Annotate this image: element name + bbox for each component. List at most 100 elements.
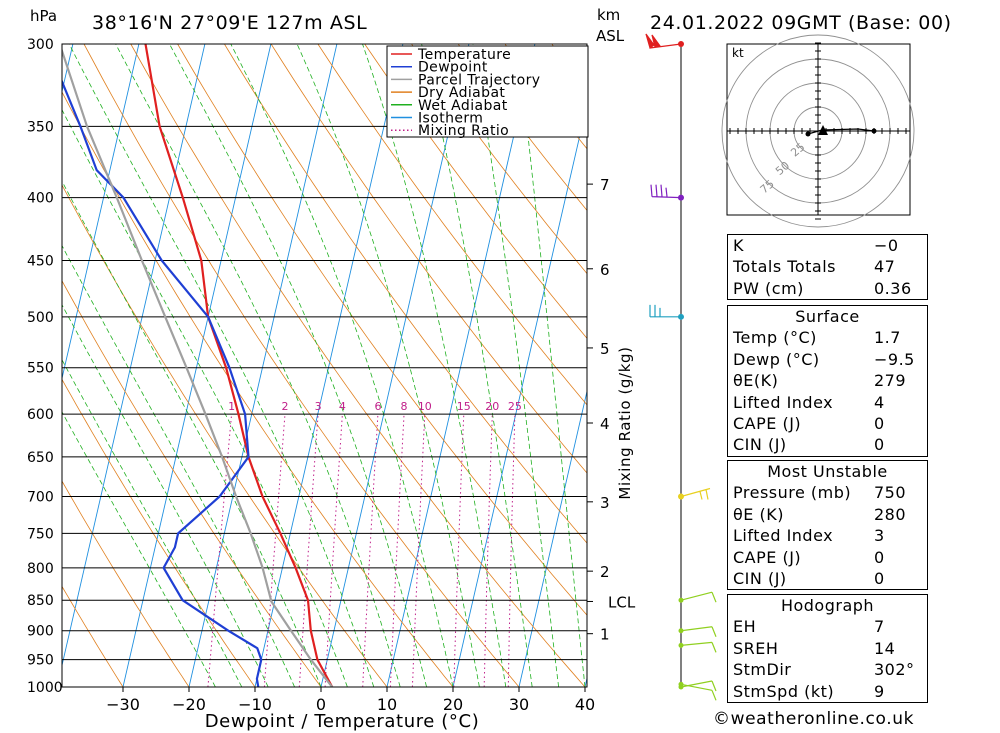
km-tick-label: 3 bbox=[600, 494, 610, 512]
series-line-parcel-trajectory bbox=[62, 47, 334, 687]
profile-lines bbox=[62, 44, 334, 687]
wind-profile bbox=[645, 33, 717, 701]
isotherm-line bbox=[0, 44, 7, 687]
wet-adiabat-line bbox=[68, 44, 375, 687]
km-tick-label: 5 bbox=[600, 340, 610, 358]
hodograph-ring bbox=[721, 34, 915, 228]
mixing-ratio-line bbox=[411, 414, 426, 687]
hodograph-row: StmSpd (kt) 9 bbox=[728, 681, 927, 702]
wind-barb bbox=[680, 680, 717, 692]
wet-adiabat-line bbox=[517, 44, 586, 687]
surface-row: CAPE (J) 0 bbox=[728, 413, 927, 434]
pressure-tick-label: 700 bbox=[27, 490, 54, 506]
wind-barb bbox=[680, 626, 717, 637]
hodograph-label: StmDir bbox=[733, 660, 792, 680]
pressure-tick-label: 400 bbox=[27, 191, 54, 207]
legend-entry: Mixing Ratio bbox=[418, 123, 509, 139]
location-title: 38°16'N 27°09'E 127m ASL bbox=[92, 12, 367, 34]
wet-adiabat-line bbox=[169, 44, 427, 687]
pressure-tick-label: 800 bbox=[27, 561, 54, 577]
most-unstable-value: 0 bbox=[874, 547, 885, 567]
axis-labels: 3003504004505005506006507007508008509009… bbox=[27, 37, 595, 714]
hodograph-label: StmSpd (kt) bbox=[733, 681, 835, 701]
wet-adiabat-line bbox=[230, 44, 454, 687]
wet-adiabat-line bbox=[362, 44, 507, 687]
wind-barb bbox=[645, 33, 682, 50]
series-line-temperature bbox=[144, 44, 334, 687]
mixing-ratio-axis-label: Mixing Ratio (g/kg) bbox=[616, 346, 634, 499]
hodograph-row: EH 7 bbox=[728, 616, 927, 637]
surface-title: Surface bbox=[795, 307, 860, 326]
asl-label: ASL bbox=[596, 27, 625, 45]
most-unstable-label: Pressure (mb) bbox=[733, 483, 852, 503]
pressure-tick-label: 750 bbox=[27, 526, 54, 542]
most-unstable-value: 750 bbox=[874, 483, 907, 503]
mixing-ratio-label: 25 bbox=[508, 400, 522, 413]
wind-barb bbox=[650, 184, 682, 199]
pressure-tick-label: 650 bbox=[27, 450, 54, 466]
surface-label: Dewp (°C) bbox=[733, 349, 820, 369]
surface-label: CIN (J) bbox=[733, 435, 787, 455]
mixing-ratio-label: 10 bbox=[418, 400, 432, 413]
surface-label: Temp (°C) bbox=[733, 328, 817, 348]
surface-label: θE(K) bbox=[733, 371, 779, 391]
x-tick-label: 40 bbox=[575, 695, 595, 714]
index-value: 0.36 bbox=[874, 278, 912, 298]
dry-adiabat-line bbox=[364, 44, 587, 340]
datetime-title: 24.01.2022 09GMT (Base: 00) bbox=[650, 12, 952, 34]
hodograph-value: 7 bbox=[874, 617, 885, 637]
km-tick-label: 7 bbox=[600, 176, 610, 194]
surface-label: Lifted Index bbox=[733, 392, 834, 412]
most-unstable-label: CAPE (J) bbox=[733, 547, 802, 567]
mixing-ratio-label: 3 bbox=[315, 400, 322, 413]
isotherm-line bbox=[122, 44, 272, 687]
index-row: PW (cm) 0.36 bbox=[728, 278, 927, 299]
hodograph-title: Hodograph bbox=[780, 596, 875, 615]
isotherm-line bbox=[62, 44, 206, 668]
series-line-dewpoint bbox=[62, 78, 263, 687]
surface-row: Lifted Index 4 bbox=[728, 392, 927, 413]
isotherm-line bbox=[62, 44, 140, 381]
surface-value: 0 bbox=[874, 413, 885, 433]
plot-frame bbox=[61, 43, 588, 688]
x-tick-label: 20 bbox=[443, 695, 463, 714]
most-unstable-title: Most Unstable bbox=[767, 462, 888, 481]
hodograph-units-label: kt bbox=[732, 46, 744, 60]
km-tick-label: 1 bbox=[600, 626, 610, 644]
wet-adiabat-line bbox=[421, 44, 533, 687]
surface-value: 0 bbox=[874, 435, 885, 455]
mixing-ratio-label: 6 bbox=[374, 400, 381, 413]
surface-label: CAPE (J) bbox=[733, 413, 802, 433]
km-tick-label: 6 bbox=[600, 261, 610, 279]
most-unstable-row: CAPE (J) 0 bbox=[728, 547, 927, 568]
index-row: Totals Totals 47 bbox=[728, 256, 927, 277]
pressure-tick-label: 950 bbox=[27, 653, 54, 669]
hodograph-point bbox=[871, 128, 877, 134]
isotherm-line bbox=[386, 44, 536, 687]
mixing-ratio-line bbox=[298, 414, 319, 687]
hodograph-value: 302° bbox=[874, 660, 915, 680]
dry-adiabat-line bbox=[317, 44, 587, 406]
mixing-ratio-label: 20 bbox=[485, 400, 499, 413]
wet-adiabat-line bbox=[472, 44, 559, 687]
surface-row: Temp (°C) 1.7 bbox=[728, 327, 927, 348]
hodograph-row: StmDir 302° bbox=[728, 659, 927, 680]
index-label: PW (cm) bbox=[733, 278, 804, 298]
index-label: K bbox=[733, 236, 744, 255]
most-unstable-row: θE (K) 280 bbox=[728, 504, 927, 525]
hodograph-value: 14 bbox=[874, 638, 896, 658]
hodograph-row: SREH 14 bbox=[728, 638, 927, 659]
surface-row: θE(K) 279 bbox=[728, 370, 927, 391]
dry-adiabat-line bbox=[130, 44, 586, 687]
pressure-tick-label: 350 bbox=[27, 119, 54, 135]
wind-barb bbox=[680, 683, 717, 701]
isotherm-line bbox=[518, 389, 587, 687]
mixing-ratio-line bbox=[362, 414, 379, 687]
hpa-label: hPa bbox=[30, 7, 57, 25]
km-tick-label: 2 bbox=[600, 563, 610, 581]
hodograph-label: SREH bbox=[733, 638, 779, 658]
km-tick-label: 4 bbox=[600, 415, 610, 433]
lcl-label: LCL bbox=[608, 593, 636, 611]
wet-adiabat-line bbox=[62, 108, 348, 687]
